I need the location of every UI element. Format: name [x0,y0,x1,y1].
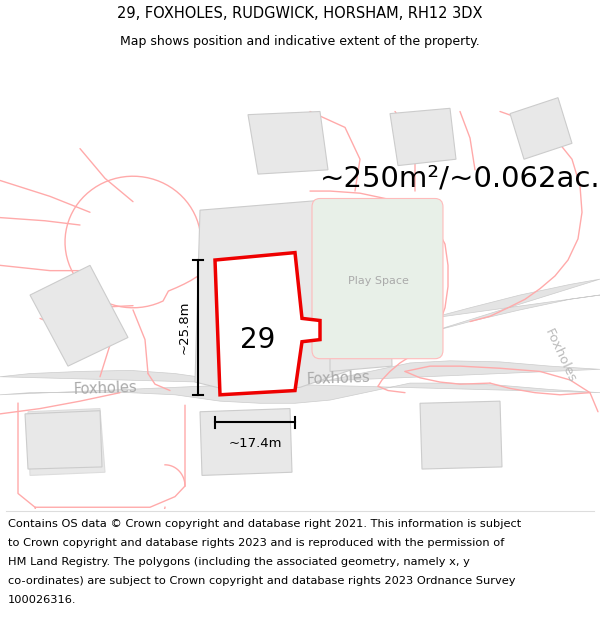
Polygon shape [30,266,128,366]
Polygon shape [510,98,572,159]
Text: Foxholes: Foxholes [73,380,137,397]
Polygon shape [215,253,320,395]
Text: ~250m²/~0.062ac.: ~250m²/~0.062ac. [320,164,600,192]
Text: Play Space: Play Space [347,276,409,286]
Polygon shape [390,108,456,166]
Polygon shape [0,361,600,403]
FancyBboxPatch shape [312,199,443,359]
Text: 100026316.: 100026316. [8,595,76,605]
Text: Map shows position and indicative extent of the property.: Map shows position and indicative extent… [120,35,480,48]
Text: HM Land Registry. The polygons (including the associated geometry, namely x, y: HM Land Registry. The polygons (includin… [8,557,470,567]
Polygon shape [420,401,502,469]
Polygon shape [25,411,102,469]
Text: 29: 29 [241,326,275,354]
Text: Foxholes: Foxholes [306,370,370,388]
Polygon shape [28,409,105,476]
Polygon shape [195,199,362,391]
Text: co-ordinates) are subject to Crown copyright and database rights 2023 Ordnance S: co-ordinates) are subject to Crown copyr… [8,576,515,586]
Polygon shape [430,279,600,332]
Text: ~25.8m: ~25.8m [178,301,191,354]
Text: 29, FOXHOLES, RUDGWICK, HORSHAM, RH12 3DX: 29, FOXHOLES, RUDGWICK, HORSHAM, RH12 3D… [117,6,483,21]
Text: to Crown copyright and database rights 2023 and is reproduced with the permissio: to Crown copyright and database rights 2… [8,538,504,548]
Polygon shape [200,409,292,476]
Text: ~17.4m: ~17.4m [228,438,282,450]
Text: Foxholes: Foxholes [542,326,578,384]
Text: Contains OS data © Crown copyright and database right 2021. This information is : Contains OS data © Crown copyright and d… [8,519,521,529]
Polygon shape [330,281,392,371]
Polygon shape [248,111,328,174]
